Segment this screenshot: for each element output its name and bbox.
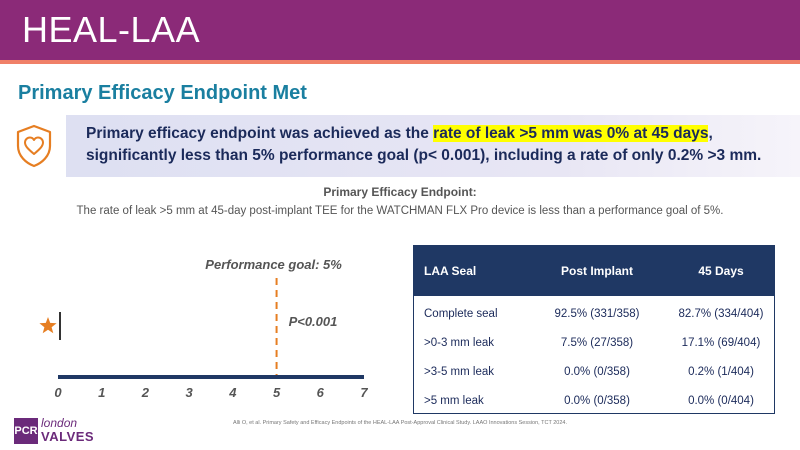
x-tick-label: 1 xyxy=(98,385,105,400)
laa-seal-table: LAA Seal Post Implant 45 Days Complete s… xyxy=(413,245,775,414)
x-tick-label: 6 xyxy=(317,385,325,400)
table-row: >5 mm leak 0.0% (0/358) 0.0% (0/404) xyxy=(414,387,774,416)
logo-valves: VALVES xyxy=(41,429,95,444)
x-tick-label: 0 xyxy=(54,385,62,400)
efficacy-chart: 0 1 2 3 4 5 6 7 Performance goal: 5% P<0.001 xyxy=(39,257,368,400)
efficacy-title: Primary Efficacy Endpoint: xyxy=(323,185,477,199)
citation: Alli O, et al. Primary Safety and Effica… xyxy=(232,420,568,426)
x-tick-label: 3 xyxy=(186,385,194,400)
table-cell: 92.5% (331/358) xyxy=(554,308,640,320)
efficacy-description: The rate of leak >5 mm at 45-day post-im… xyxy=(76,205,724,217)
table-cell: 17.1% (69/404) xyxy=(681,337,761,349)
banner-text-after: , significantly less than 5% performance… xyxy=(86,125,762,164)
table-cell: 0.0% (0/358) xyxy=(564,395,630,407)
table-row: Complete seal 92.5% (331/358) 82.7% (334… xyxy=(414,300,774,329)
x-tick-label: 5 xyxy=(273,385,281,400)
table-row: >3-5 mm leak 0.0% (0/358) 0.2% (1/404) xyxy=(414,358,774,387)
x-tick-label: 7 xyxy=(360,385,368,400)
performance-goal-label: Performance goal: 5% xyxy=(205,257,342,272)
table-cell: 0.0% (0/404) xyxy=(688,395,754,407)
table-cell: >0-3 mm leak xyxy=(424,337,494,349)
header-stripe xyxy=(0,60,800,64)
table-header-laa-seal: LAA Seal xyxy=(424,264,477,278)
table-header-post-implant: Post Implant xyxy=(560,264,633,278)
banner-text: Primary efficacy endpoint was achieved a… xyxy=(86,123,786,167)
p-value-label: P<0.001 xyxy=(289,314,338,329)
banner-text-highlight: rate of leak >5 mm was 0% at 45 days xyxy=(433,125,709,142)
slide-title: HEAL-LAA xyxy=(22,9,201,50)
table-row: >0-3 mm leak 7.5% (27/358) 17.1% (69/404… xyxy=(414,329,774,358)
table-cell: >3-5 mm leak xyxy=(424,366,494,378)
table-header-row: LAA Seal Post Implant 45 Days xyxy=(414,246,774,296)
x-tick-label: 2 xyxy=(141,385,150,400)
banner-text-before: Primary efficacy endpoint was achieved a… xyxy=(86,125,434,142)
star-icon xyxy=(39,317,57,334)
logo-pcr: PCR xyxy=(14,418,38,444)
x-tick-label: 4 xyxy=(228,385,237,400)
table-cell: >5 mm leak xyxy=(424,395,484,407)
slide-subtitle: Primary Efficacy Endpoint Met xyxy=(18,82,307,104)
table-header-45-days: 45 Days xyxy=(698,264,744,278)
table-cell: 82.7% (334/404) xyxy=(678,308,764,320)
logo-london: london xyxy=(41,416,78,430)
pcr-london-valves-logo: PCR london VALVES xyxy=(14,414,114,446)
table-cell: 0.0% (0/358) xyxy=(564,366,630,378)
header-bar: HEAL-LAA xyxy=(0,0,800,60)
shield-heart-icon xyxy=(16,124,52,168)
table-cell: Complete seal xyxy=(424,308,498,320)
table-cell: 7.5% (27/358) xyxy=(560,337,634,349)
table-cell: 0.2% (1/404) xyxy=(688,366,754,378)
